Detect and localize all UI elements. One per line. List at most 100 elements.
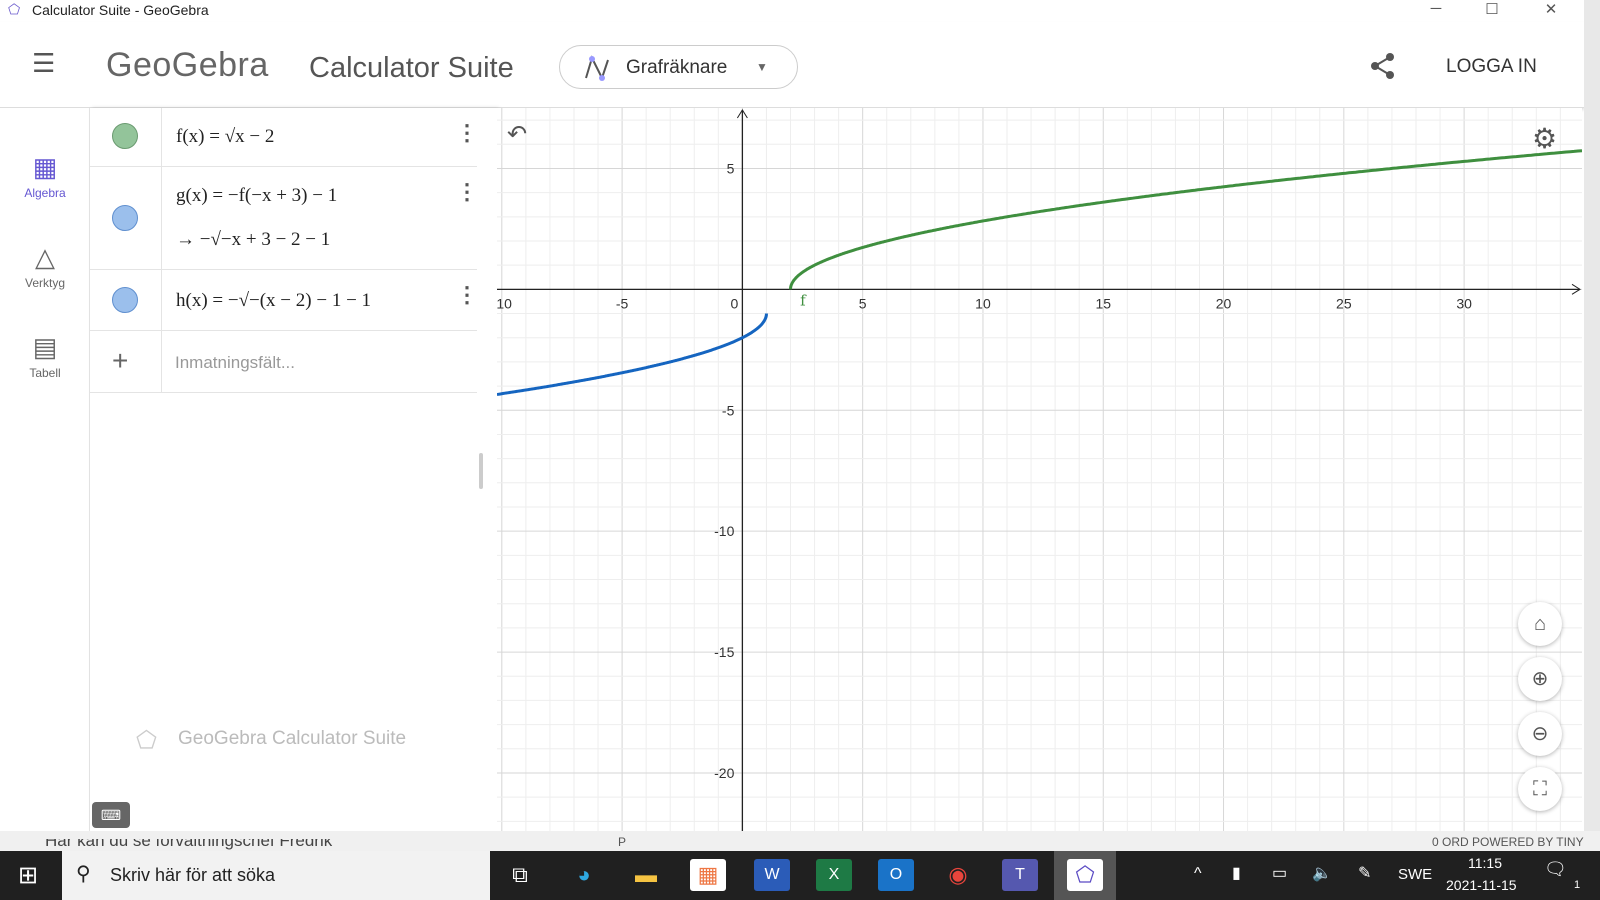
algebra-view: f(x) = √x − 2 ⋮ g(x) = −f(−x + 3) − 1 → … — [90, 108, 497, 831]
store-icon[interactable]: ▦ — [690, 859, 726, 891]
y-axis-arrow — [736, 109, 748, 119]
geogebra-icon: ⬠ — [1067, 859, 1103, 891]
close-button[interactable]: ✕ — [1544, 1, 1558, 18]
network-icon[interactable]: ▭ — [1272, 865, 1288, 882]
app-selector[interactable]: Grafräknare ▼ — [559, 45, 798, 89]
zoom-in-button[interactable]: ⊕ — [1518, 657, 1562, 701]
y-tick-label: -10 — [714, 523, 734, 539]
taskbar-search[interactable]: ⚲ Skriv här för att söka — [62, 851, 490, 900]
x-tick-label: 20 — [1216, 295, 1232, 311]
x-axis-arrow — [1571, 283, 1581, 295]
word-icon[interactable]: W — [754, 859, 790, 891]
x-tick-label: 10 — [975, 295, 991, 311]
graphics-view[interactable]: -10 -5 0 5 10 15 20 25 30 5 -5 -10 -15 -20 f ↶ ⚙ — [492, 108, 1583, 831]
geogebra-logo[interactable]: GeoGebra — [106, 46, 269, 84]
y-tick-label: -5 — [722, 402, 735, 418]
input-field[interactable]: Inmatningsfält... — [175, 353, 296, 372]
sidebar-item-tabell[interactable]: ▤ Tabell — [0, 332, 90, 380]
sidebar: ▦ Algebra △ Verktyg ▤ Tabell — [0, 108, 90, 831]
background-text: Här kan du se förvaltningschef Fredrik — [45, 831, 333, 850]
app-selector-label: Grafräknare — [626, 57, 728, 78]
search-icon: ⚲ — [76, 863, 91, 885]
notification-icon[interactable]: 🗨 — [1544, 859, 1567, 879]
x-tick-label: 25 — [1336, 295, 1352, 311]
sidebar-item-label: Algebra — [24, 186, 66, 200]
suite-title: Calculator Suite — [309, 52, 514, 84]
algebra-row[interactable]: g(x) = −f(−x + 3) − 1 → −√−x + 3 − 2 − 1… — [90, 167, 478, 270]
language-indicator[interactable]: SWE — [1398, 866, 1433, 883]
table-icon: ▤ — [32, 332, 58, 362]
hamburger-icon[interactable]: ☰ — [32, 48, 56, 78]
window-title: Calculator Suite - GeoGebra — [32, 2, 209, 18]
curve-g — [496, 313, 768, 396]
share-icon[interactable] — [1370, 52, 1396, 80]
visibility-toggle[interactable] — [112, 205, 138, 231]
excel-icon[interactable]: X — [816, 859, 852, 891]
x-tick-label: 30 — [1456, 295, 1472, 311]
taskbar: ⊞ ⚲ Skriv här för att söka ⧉ ◕ ▬ ▦ W X O… — [0, 851, 1600, 900]
keyboard-icon[interactable]: ⌨ — [92, 802, 130, 828]
curve-label-f: f — [800, 291, 807, 309]
footer-brand: GeoGebra Calculator Suite — [178, 728, 407, 749]
algebra-row[interactable]: h(x) = −√−(x − 2) − 1 − 1 ⋮ — [90, 270, 478, 331]
title-bar: ⬠ Calculator Suite - GeoGebra ─ ☐ ✕ — [0, 0, 1600, 22]
teams-icon[interactable]: T — [1002, 859, 1038, 891]
expression[interactable]: g(x) = −f(−x + 3) − 1 — [176, 185, 338, 206]
zoom-out-button[interactable]: ⊖ — [1518, 712, 1562, 756]
curve-f — [789, 149, 1583, 290]
input-row[interactable]: + — [90, 331, 477, 393]
undo-icon[interactable]: ↶ — [507, 121, 528, 148]
more-options-icon[interactable]: ⋮ — [456, 179, 478, 204]
word-count: 0 ORD POWERED BY TINY — [1432, 835, 1584, 849]
outlook-icon[interactable]: O — [878, 859, 914, 891]
zoom-out-icon: ⊖ — [1531, 723, 1549, 745]
battery-icon[interactable]: ▮ — [1232, 865, 1241, 882]
expression[interactable]: f(x) = √x − 2 — [176, 126, 275, 147]
pen-icon[interactable]: ✎ — [1358, 865, 1372, 882]
file-explorer-icon[interactable]: ▬ — [635, 862, 657, 887]
volume-icon[interactable]: 🔈 — [1312, 865, 1332, 882]
zoom-in-icon: ⊕ — [1531, 668, 1549, 690]
clock-date[interactable]: 2021-11-15 — [1446, 877, 1517, 893]
visibility-toggle[interactable] — [112, 123, 138, 149]
edge-icon[interactable]: ◕ — [577, 862, 591, 887]
fullscreen-button[interactable]: ⛶ — [1518, 767, 1562, 811]
more-options-icon[interactable]: ⋮ — [456, 120, 478, 145]
sidebar-item-label: Verktyg — [24, 276, 66, 290]
expression[interactable]: h(x) = −√−(x − 2) − 1 − 1 — [176, 290, 372, 311]
y-tick-label: -15 — [714, 644, 734, 660]
path-indicator: P — [618, 835, 627, 849]
chrome-icon[interactable]: ◉ — [948, 862, 968, 887]
resize-handle[interactable] — [479, 453, 483, 489]
chevron-up-icon[interactable]: ^ — [1194, 865, 1202, 882]
tools-icon: △ — [35, 242, 55, 272]
home-button[interactable]: ⌂ — [1518, 602, 1562, 646]
sidebar-item-label: Tabell — [29, 366, 61, 380]
expression-result: → −√−x + 3 − 2 − 1 — [176, 229, 331, 250]
geogebra-app-icon: ⬠ — [8, 1, 21, 17]
login-button[interactable]: LOGGA IN — [1446, 56, 1537, 77]
algebra-row[interactable]: f(x) = √x − 2 ⋮ — [90, 108, 478, 167]
minimize-button[interactable]: ─ — [1430, 0, 1442, 17]
task-view-icon[interactable]: ⧉ — [512, 862, 528, 887]
x-tick-label: 0 — [730, 295, 738, 311]
y-tick-label: -20 — [714, 765, 734, 781]
y-tick-label: 5 — [727, 160, 735, 176]
geogebra-logo-icon: ⬠ — [136, 727, 157, 754]
geogebra-taskbar-item[interactable]: ⬠ — [1054, 851, 1116, 900]
sidebar-item-algebra[interactable]: ▦ Algebra — [0, 152, 90, 200]
gear-icon[interactable]: ⚙ — [1532, 123, 1558, 154]
more-options-icon[interactable]: ⋮ — [456, 282, 478, 307]
app-header: ☰ GeoGebra Calculator Suite Grafräknare … — [0, 22, 1584, 108]
plus-icon[interactable]: + — [112, 345, 129, 376]
maximize-button[interactable]: ☐ — [1485, 1, 1499, 18]
sidebar-item-verktyg[interactable]: △ Verktyg — [0, 242, 90, 290]
background-editor-strip: Här kan du se förvaltningschef Fredrik P… — [0, 831, 1600, 851]
search-placeholder: Skriv här för att söka — [110, 865, 276, 885]
clock-time[interactable]: 11:15 — [1468, 855, 1502, 871]
graph-app-icon — [585, 55, 609, 81]
notification-count: 1 — [1574, 879, 1581, 891]
windows-start-icon[interactable]: ⊞ — [18, 862, 39, 889]
visibility-toggle[interactable] — [112, 287, 138, 313]
graph-canvas[interactable]: -10 -5 0 5 10 15 20 25 30 5 -5 -10 -15 -20 f — [492, 108, 1583, 831]
